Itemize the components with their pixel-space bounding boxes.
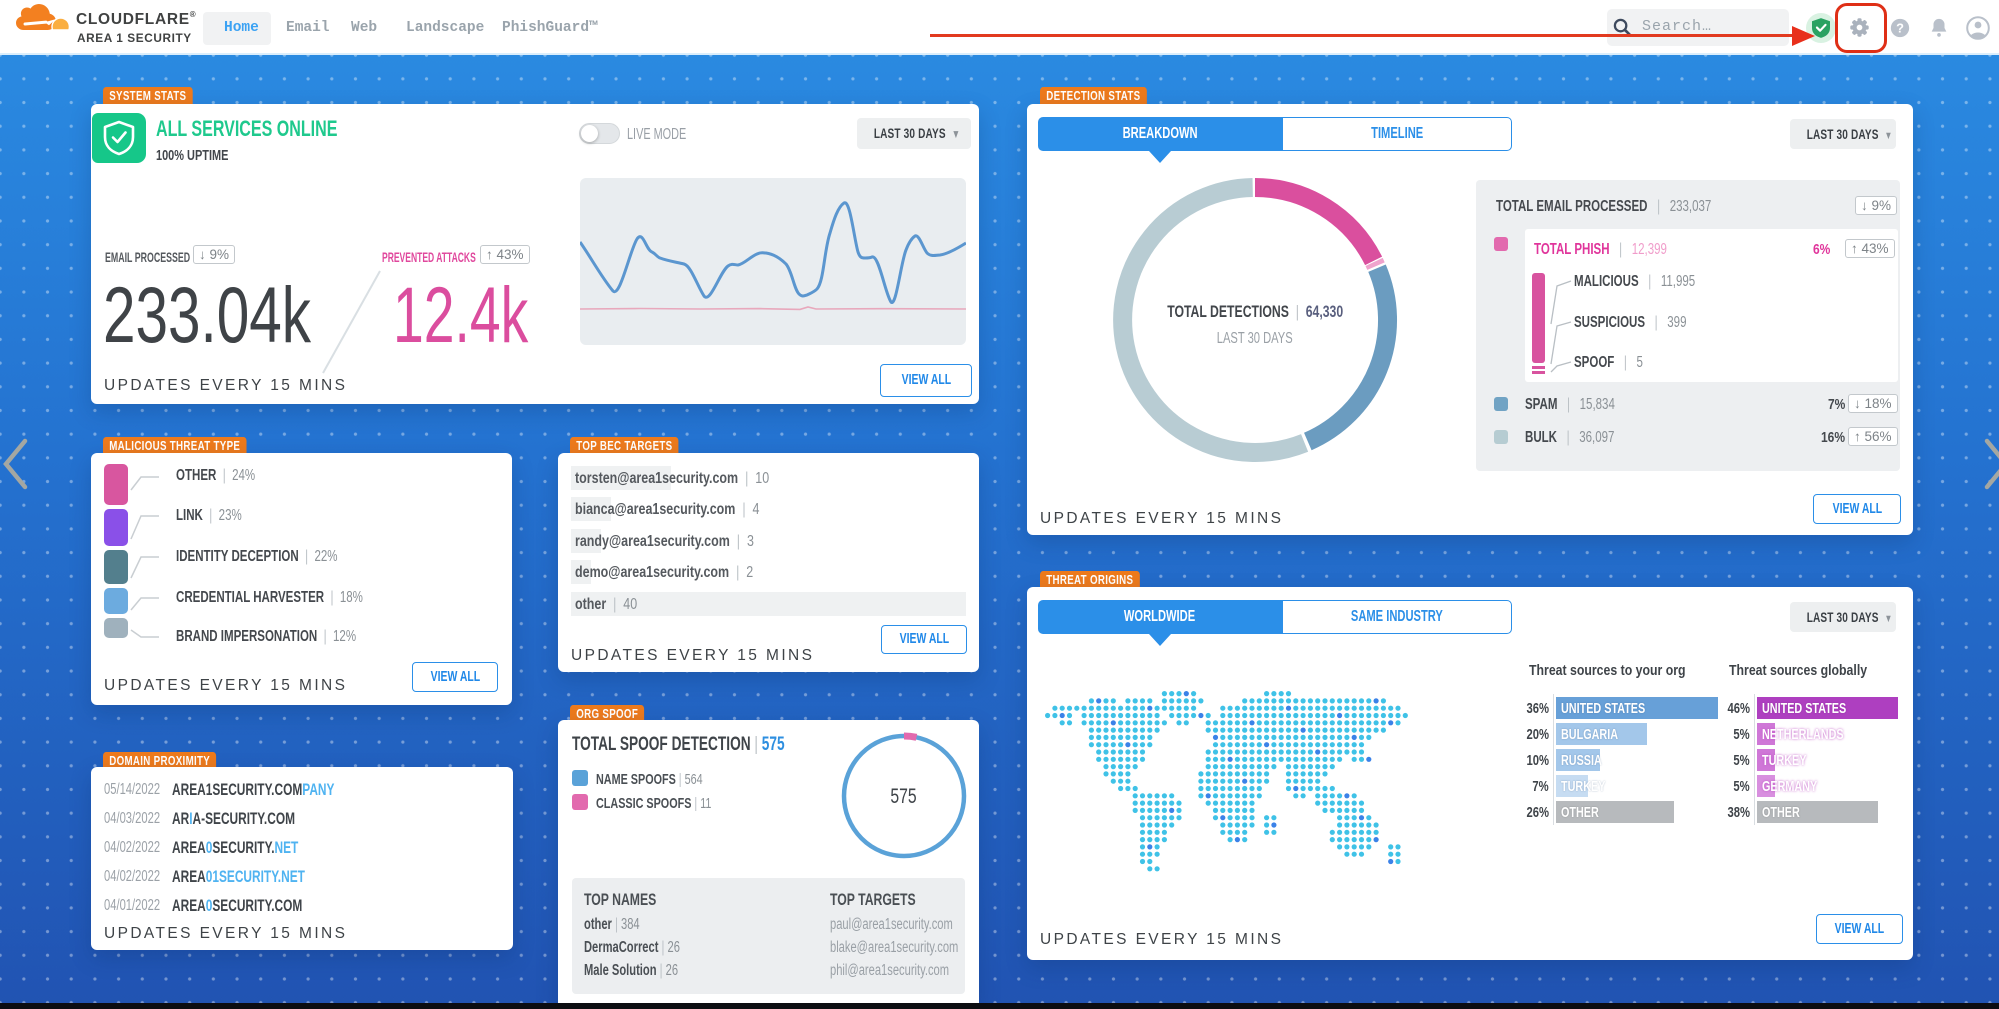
svg-text:?: ?: [1896, 21, 1904, 36]
